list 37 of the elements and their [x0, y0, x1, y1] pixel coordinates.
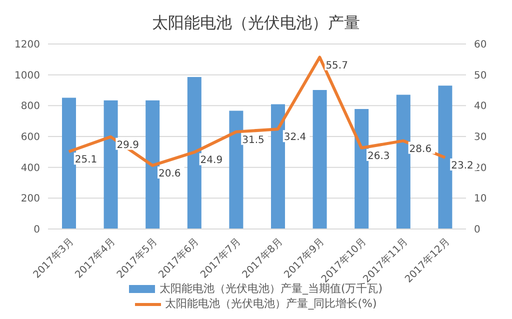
legend-label: 太阳能电池（光伏电池）产量_当期值(万千瓦) [159, 282, 383, 296]
data-label: 31.5 [242, 134, 264, 146]
chart-title: 太阳能电池（光伏电池）产量 [151, 12, 361, 34]
y2-tick-label: 40 [474, 101, 487, 112]
data-label: 29.9 [116, 140, 139, 151]
y2-tick-label: 30 [474, 132, 487, 144]
bar [396, 94, 410, 229]
bar [187, 76, 202, 229]
data-label: 24.9 [200, 155, 223, 166]
legend-label: 太阳能电池（光伏电池）产量_同比增长(%) [165, 296, 377, 311]
y2-tick-label: 10 [474, 194, 487, 205]
data-label: 28.6 [409, 144, 432, 155]
bar [312, 90, 327, 229]
y-tick-label: 0 [34, 224, 40, 236]
y-tick-label: 1200 [14, 40, 40, 51]
data-label: 25.1 [74, 154, 98, 166]
y-tick-label: 400 [20, 162, 40, 174]
bar [104, 100, 118, 229]
bar [271, 104, 285, 229]
y-tick-label: 200 [20, 194, 40, 205]
line-series [67, 56, 447, 167]
y-tick-label: 800 [20, 101, 40, 112]
y2-tick-label: 50 [474, 70, 487, 82]
bar [229, 110, 244, 229]
bar [438, 86, 452, 229]
bar [62, 98, 76, 229]
bar [146, 100, 160, 229]
y2-tick-label: 0 [474, 224, 480, 236]
y-tick-label: 600 [20, 132, 40, 144]
y2-tick-label: 60 [474, 40, 487, 51]
data-label: 23.2 [451, 160, 474, 172]
bar [354, 109, 369, 229]
y-tick-label: 1000 [14, 70, 40, 82]
data-label: 26.3 [368, 150, 390, 162]
data-label: 55.7 [326, 60, 348, 72]
data-label: 20.6 [158, 168, 181, 180]
data-label: 32.4 [284, 132, 306, 144]
